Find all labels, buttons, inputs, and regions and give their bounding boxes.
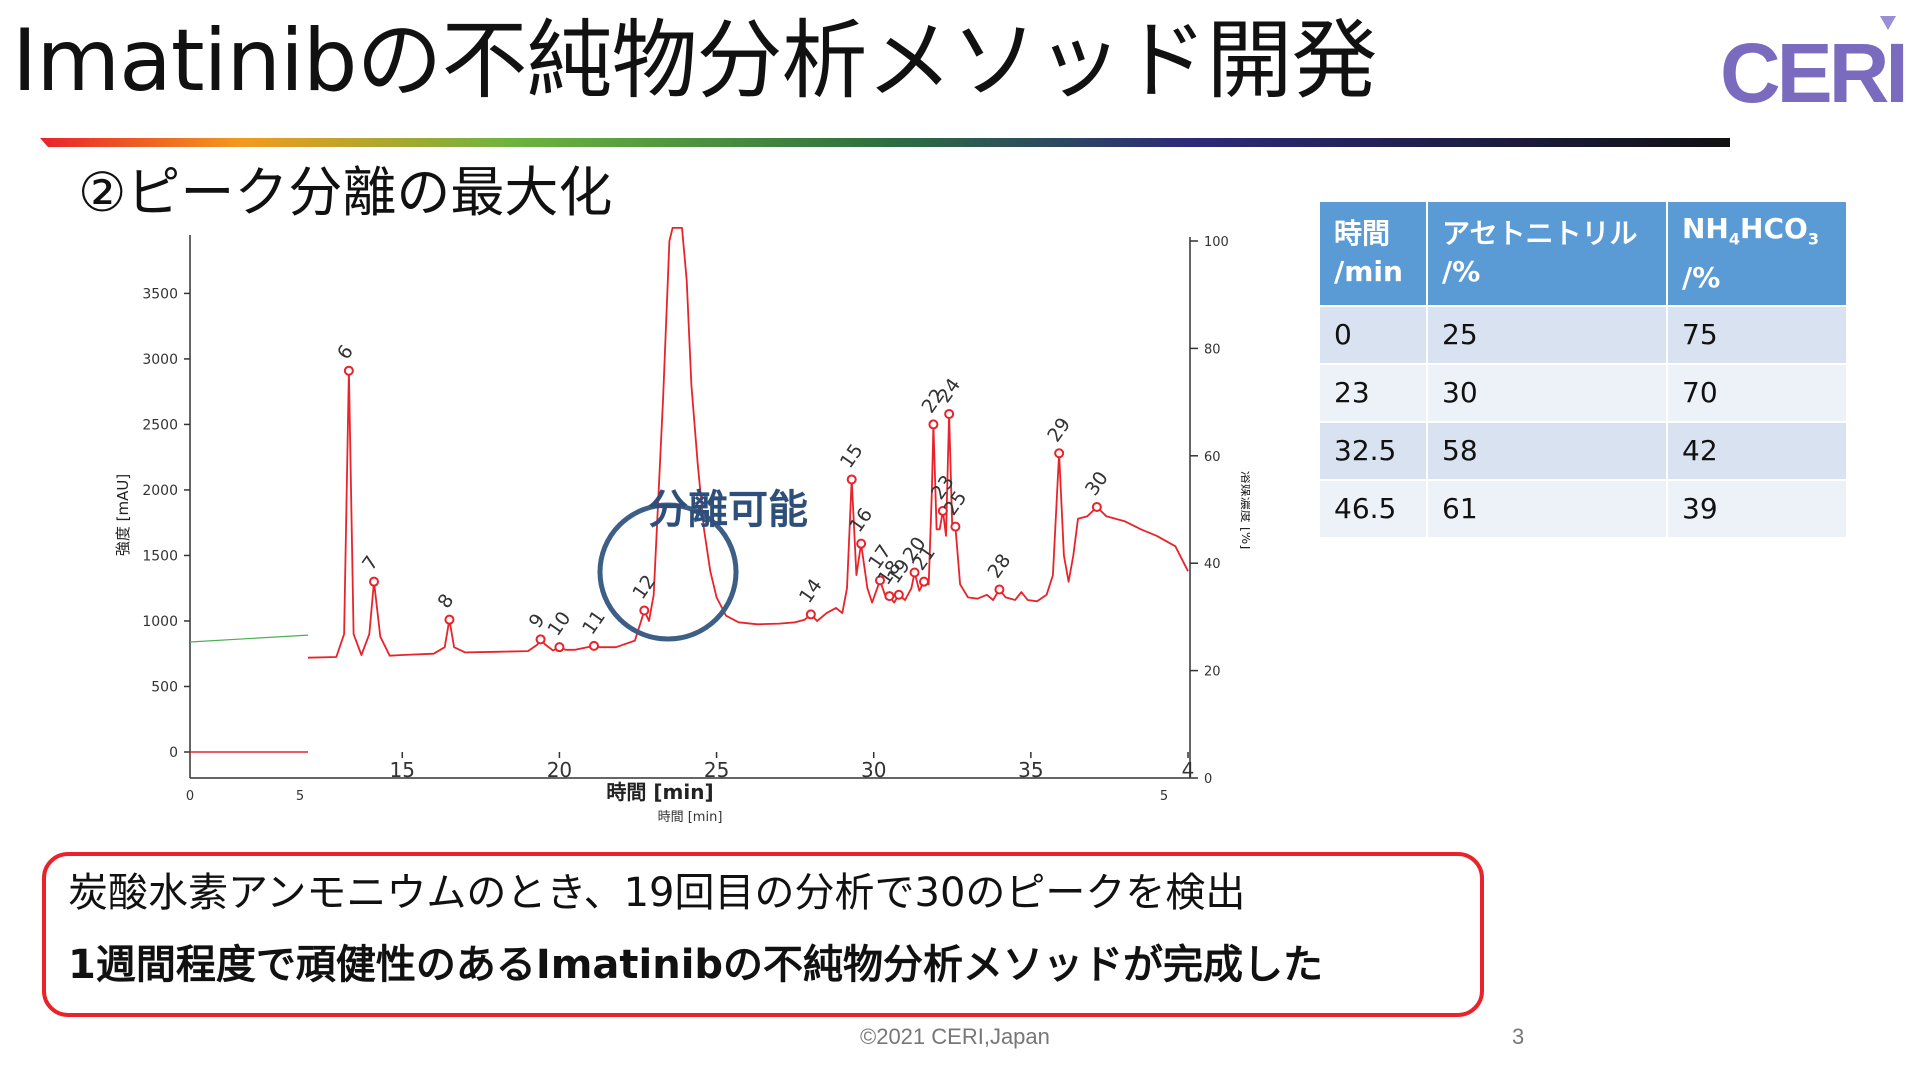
peak-marker	[1091, 501, 1102, 512]
bg-tick-5b: 5	[1160, 789, 1168, 804]
header-nh4hco3: NH4HCO3/%	[1666, 200, 1848, 307]
header-acetonitrile: アセトニトリル/%	[1426, 200, 1668, 307]
y-tick-label: 0	[169, 745, 178, 761]
table-cell: 42	[1666, 420, 1848, 481]
slide-title: Imatinibの不純物分析メソッド開発	[12, 11, 1377, 111]
section-subtitle: ②ピーク分離の最大化	[78, 161, 613, 224]
table-cell: 39	[1666, 478, 1848, 539]
table-cell: 25	[1426, 304, 1668, 365]
x-axis: 15 20 25 30 35 4	[390, 752, 1195, 782]
peak-marker	[589, 640, 599, 651]
table-row: 0 25 75	[1318, 304, 1848, 365]
peak-marker	[994, 584, 1005, 595]
peak-marker	[554, 642, 565, 653]
peak-marker	[856, 538, 867, 549]
result-box: 炭酸水素アンモニウムのとき、19回目の分析で30のピークを検出 1週間程度で頑健…	[42, 852, 1484, 1017]
y-tick-label: 3500	[142, 286, 178, 302]
x-tick-label: 25	[704, 758, 729, 782]
peak-marker	[875, 575, 885, 586]
y2-tick-label: 80	[1204, 342, 1221, 357]
bg-tick-5: 5	[296, 789, 304, 804]
y2-tick-label: 100	[1204, 235, 1229, 250]
table-cell: 23	[1318, 362, 1428, 423]
y-tick-label: 3000	[142, 352, 178, 368]
peak-marker	[893, 589, 904, 600]
separation-circle	[597, 502, 739, 642]
peak-marker	[909, 567, 920, 578]
table-cell: 75	[1666, 304, 1848, 365]
y2-tick-label: 20	[1204, 665, 1221, 680]
table-cell: 58	[1426, 420, 1668, 481]
peak-marker	[535, 634, 546, 645]
peak-marker	[1054, 448, 1065, 459]
y2-axis-label: 溶媒濃度 [%]	[1238, 471, 1250, 550]
peak-marker	[944, 408, 955, 419]
svg-text:CERI: CERI	[1720, 26, 1905, 114]
table-cell: 70	[1666, 362, 1848, 423]
x-tick-label: 15	[390, 758, 415, 782]
y-tick-label: 2500	[142, 417, 178, 433]
x-axis-label: 時間 [min]	[606, 780, 713, 804]
x-tick-label: 35	[1018, 758, 1043, 782]
y2-tick-label: 0	[1204, 772, 1212, 787]
bg-xlabel: 時間 [min]	[658, 810, 723, 825]
background-chromatogram: 0 5 5 時間 [min]	[186, 235, 1201, 825]
ceri-logo: CERI	[1720, 16, 1909, 114]
y2-tick-label: 60	[1204, 450, 1221, 465]
table-cell: 0	[1318, 304, 1428, 365]
table-cell: 61	[1426, 478, 1668, 539]
y2-axis: 0 20 40 60 80 100	[1189, 235, 1229, 787]
chromatogram-trace	[307, 227, 1189, 659]
peak-marker	[639, 605, 650, 616]
y-axis: 0 500 1000 1500 2000 2500 3000 3500	[142, 286, 190, 761]
result-line-2: 1週間程度で頑健性のあるImatinibの不純物分析メソッドが完成した	[68, 942, 1324, 988]
bg-tick-0: 0	[186, 789, 194, 804]
table-cell: 46.5	[1318, 478, 1428, 539]
y-tick-label: 1000	[142, 614, 178, 630]
x-tick-label: 4	[1182, 758, 1195, 782]
x-tick-label: 30	[861, 758, 886, 782]
copyright-footer: ©2021 CERI,Japan	[860, 1024, 1050, 1049]
table-cell: 30	[1426, 362, 1668, 423]
peak-marker	[937, 505, 948, 516]
peak-marker	[846, 474, 857, 485]
header-time: 時間/min	[1318, 200, 1428, 307]
result-line-1: 炭酸水素アンモニウムのとき、19回目の分析で30のピークを検出	[68, 870, 1246, 916]
y2-tick-label: 40	[1204, 557, 1221, 572]
chromatogram-chart: 0 5 5 時間 [min] 0500100015002000250030003…	[114, 227, 1250, 825]
gradient-table: 時間/min アセトニトリル/% NH4HCO3/% 0 25 75 23 30…	[1318, 200, 1848, 539]
y-tick-label: 2000	[142, 483, 178, 499]
table-row: 32.5 58 42	[1318, 420, 1848, 481]
table-row: 23 30 70	[1318, 362, 1848, 423]
y-axis-label: 強度 [mAU]	[114, 474, 132, 556]
y-tick-label: 1500	[142, 548, 178, 564]
peak-marker	[444, 614, 455, 625]
table-row: 46.5 61 39	[1318, 478, 1848, 539]
peak-marker	[950, 521, 961, 532]
x-tick-label: 20	[547, 758, 572, 782]
peak-marker	[805, 609, 816, 620]
y-tick-label: 500	[151, 679, 178, 695]
separation-callout: 分離可能	[648, 487, 808, 533]
title-underline	[40, 138, 1730, 147]
page-number: 3	[1512, 1024, 1525, 1049]
peak-marker	[369, 576, 379, 587]
peak-marker	[884, 591, 895, 602]
peak-marker	[928, 419, 939, 430]
peak-marker	[919, 576, 929, 587]
table-cell: 32.5	[1318, 420, 1428, 481]
peak-marker	[343, 365, 354, 376]
